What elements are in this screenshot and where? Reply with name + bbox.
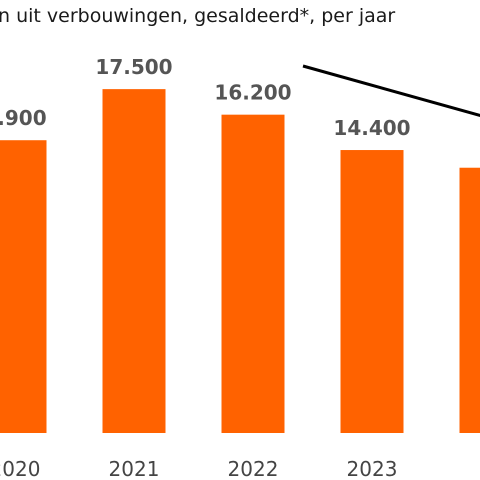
value-label-2020: 4.900 bbox=[0, 106, 47, 130]
x-axis-ticks: 20202021202220232 bbox=[0, 457, 398, 480]
x-tick-label-2023: 2023 bbox=[347, 457, 398, 480]
value-label-2023: 14.400 bbox=[333, 116, 410, 140]
x-tick-label-2021: 2021 bbox=[109, 457, 160, 480]
annotation-line bbox=[302, 64, 480, 117]
x-tick-label-2022: 2022 bbox=[228, 457, 279, 480]
bar-2023 bbox=[340, 150, 404, 434]
bar-2021 bbox=[102, 89, 166, 433]
bar-2 bbox=[459, 167, 480, 433]
value-label-2021: 17.500 bbox=[95, 55, 172, 79]
bars-group bbox=[0, 89, 480, 434]
chart-title: n uit verbouwingen, gesaldeerd*, per jaa… bbox=[0, 5, 395, 27]
bar-2022 bbox=[221, 114, 285, 434]
value-label-2022: 16.200 bbox=[214, 81, 291, 105]
bar-2020 bbox=[0, 140, 47, 433]
